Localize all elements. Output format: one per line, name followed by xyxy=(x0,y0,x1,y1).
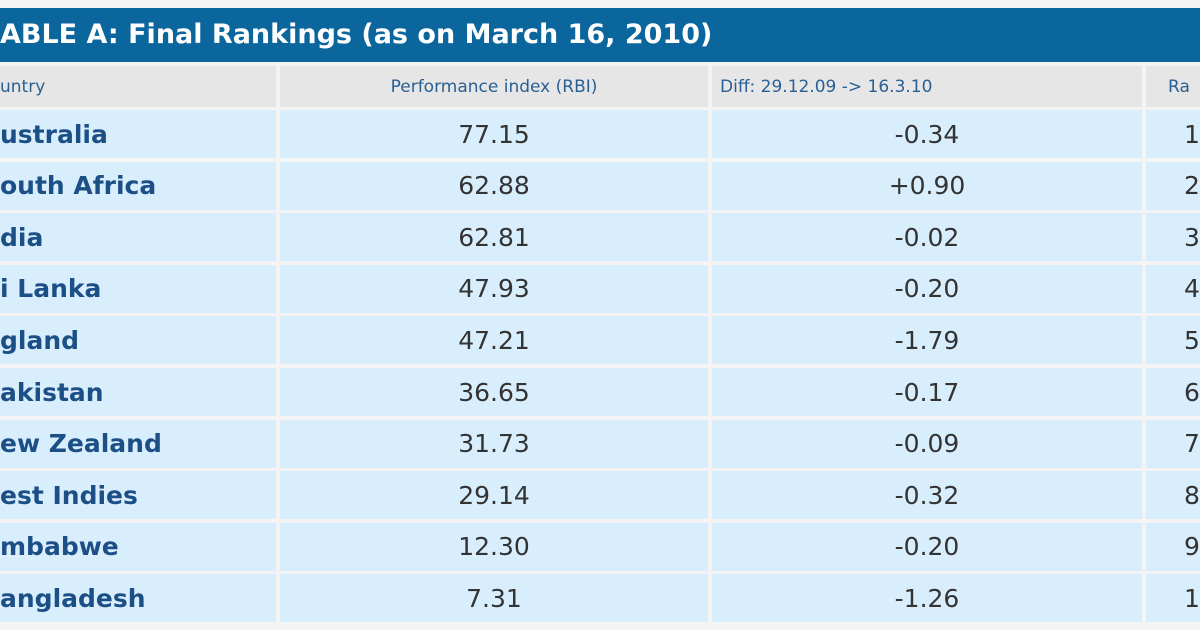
country-name: dia xyxy=(0,213,276,262)
country-name: angladesh xyxy=(0,574,276,623)
table-cell: 29.14 xyxy=(280,471,708,520)
country-name: ustralia xyxy=(0,110,276,158)
table-cell: 7 xyxy=(1146,419,1200,468)
table-cell: -0.20 xyxy=(712,522,1142,571)
column-header: Ra xyxy=(1146,66,1200,107)
country-name: gland xyxy=(0,316,276,365)
table-cell: -0.34 xyxy=(712,110,1142,158)
table-cell: 1 xyxy=(1146,110,1200,158)
table-cell: 2 xyxy=(1146,161,1200,210)
country-name: mbabwe xyxy=(0,522,276,571)
table-cell: 62.88 xyxy=(280,161,708,210)
table-cell: 47.21 xyxy=(280,316,708,365)
table-cell: 4 xyxy=(1146,264,1200,313)
column-header: Diff: 29.12.09 -> 16.3.10 xyxy=(712,66,1142,107)
table-cell: +0.90 xyxy=(712,161,1142,210)
table-cell: 12.30 xyxy=(280,522,708,571)
table-cell: -0.17 xyxy=(712,368,1142,416)
table-cell: 10 xyxy=(1146,574,1200,623)
country-name: akistan xyxy=(0,368,276,416)
table-cell: 77.15 xyxy=(280,110,708,158)
country-name: est Indies xyxy=(0,471,276,520)
table-cell: 7.31 xyxy=(280,574,708,623)
table-cell: 9 xyxy=(1146,522,1200,571)
table-cell: 36.65 xyxy=(280,368,708,416)
table-cell: 8 xyxy=(1146,471,1200,520)
country-name: ew Zealand xyxy=(0,419,276,468)
table-cell: 3 xyxy=(1146,213,1200,262)
country-name: outh Africa xyxy=(0,161,276,210)
table-cell: 6 xyxy=(1146,368,1200,416)
table-title: ABLE A: Final Rankings (as on March 16, … xyxy=(0,8,1200,62)
table-cell: -1.79 xyxy=(712,316,1142,365)
table-cell: 62.81 xyxy=(280,213,708,262)
table-cell: -0.32 xyxy=(712,471,1142,520)
table-cell: -0.09 xyxy=(712,419,1142,468)
table-cell: -0.20 xyxy=(712,264,1142,313)
column-header: untry xyxy=(0,66,276,107)
column-header: Performance index (RBI) xyxy=(280,66,708,107)
table-cell: -0.02 xyxy=(712,213,1142,262)
table-cell: 5 xyxy=(1146,316,1200,365)
table-cell: 47.93 xyxy=(280,264,708,313)
country-name: i Lanka xyxy=(0,264,276,313)
table-cell: 31.73 xyxy=(280,419,708,468)
table-cell: -1.26 xyxy=(712,574,1142,623)
